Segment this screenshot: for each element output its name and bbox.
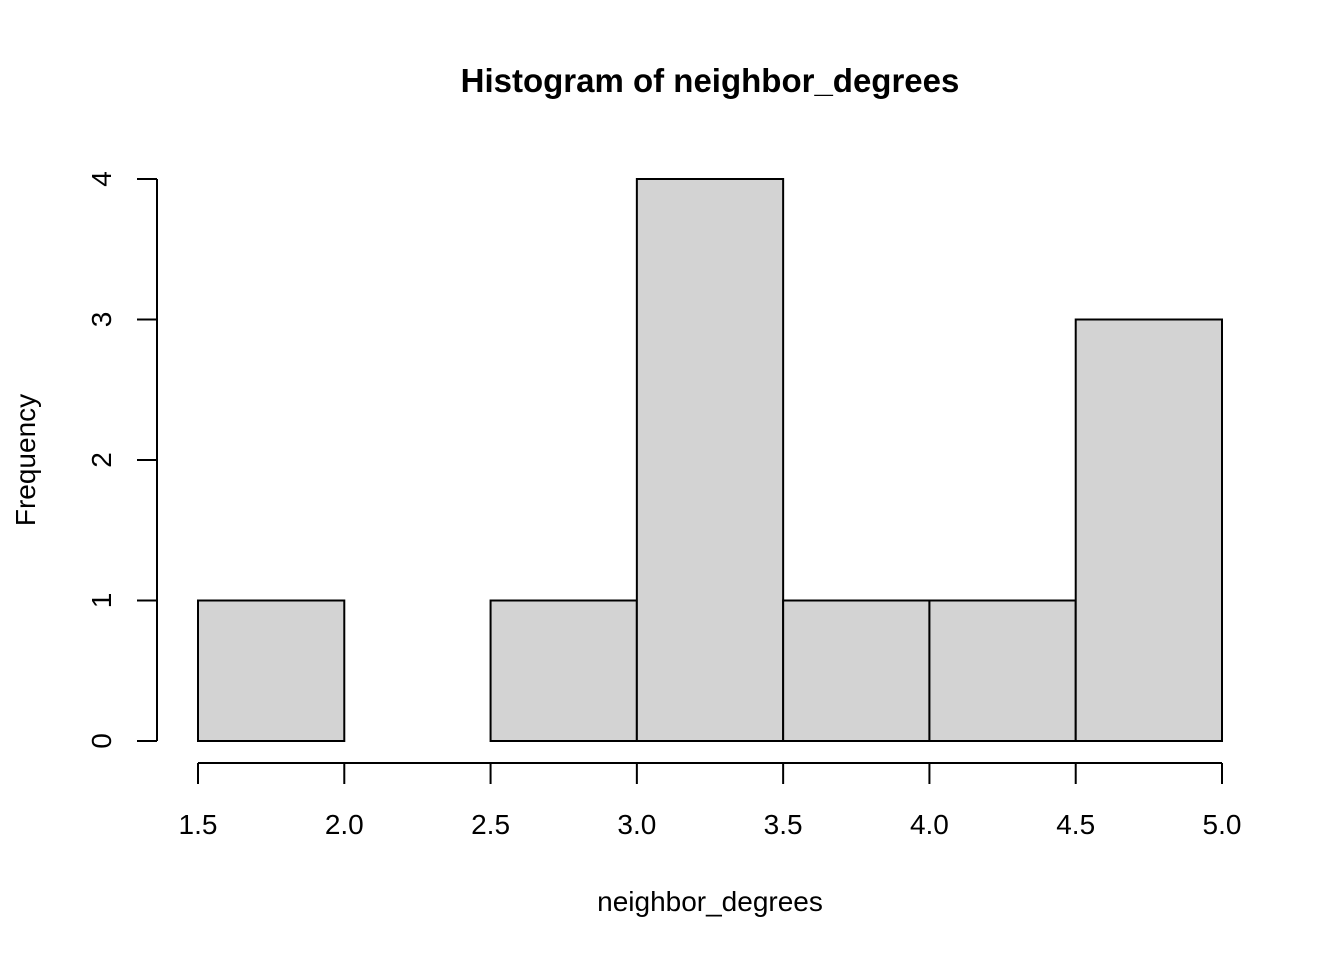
- bars-group: [197, 178, 1223, 742]
- chart-title: Histogram of neighbor_degrees: [461, 62, 960, 99]
- histogram-bar: [635, 178, 785, 742]
- histogram-bar: [489, 599, 638, 742]
- y-tick-label: 1: [86, 593, 117, 609]
- x-tick-label: 3.5: [764, 809, 803, 840]
- x-tick-label: 4.0: [910, 809, 949, 840]
- x-tick-label: 3.0: [617, 809, 656, 840]
- x-axis: 1.5 2.0 2.5 3.0 3.5 4.0 4.5 5.0: [179, 762, 1242, 840]
- histogram-bar: [1074, 318, 1223, 742]
- x-tick-label: 2.0: [325, 809, 364, 840]
- y-tick-label: 0: [86, 733, 117, 749]
- histogram-bar: [197, 599, 346, 742]
- histogram-bar: [782, 599, 931, 742]
- x-tick-label: 4.5: [1056, 809, 1095, 840]
- y-tick-label: 2: [86, 452, 117, 468]
- y-axis-label: Frequency: [10, 394, 41, 526]
- x-axis-label: neighbor_degrees: [597, 886, 823, 917]
- y-axis: 0 1 2 3 4: [86, 171, 158, 749]
- x-tick-label: 2.5: [471, 809, 510, 840]
- y-tick-label: 4: [86, 171, 117, 187]
- y-tick-label: 3: [86, 312, 117, 328]
- x-tick-label: 5.0: [1203, 809, 1242, 840]
- histogram-bar: [928, 599, 1077, 742]
- x-tick-label: 1.5: [179, 809, 218, 840]
